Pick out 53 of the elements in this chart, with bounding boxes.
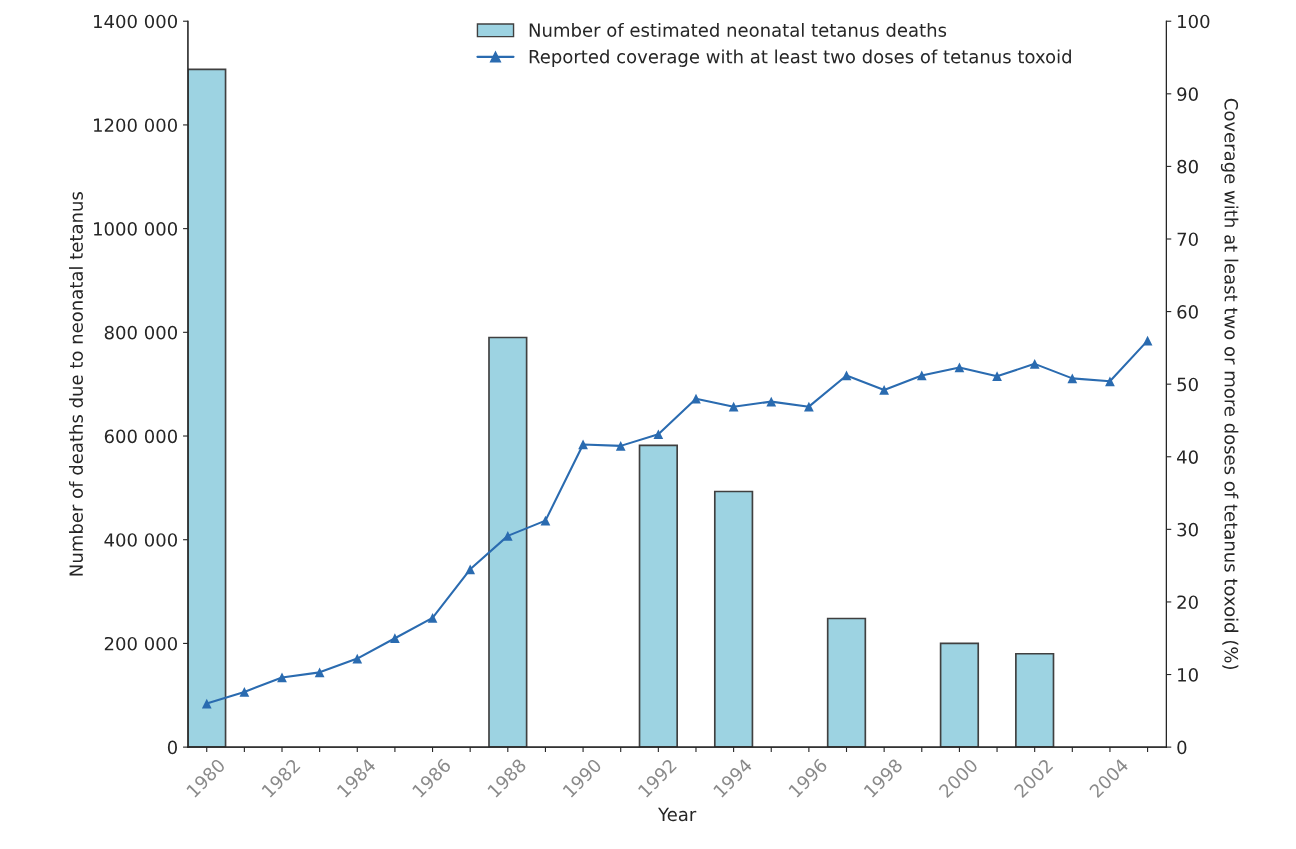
point bbox=[465, 564, 476, 575]
y2-tick-label: 0 bbox=[1177, 740, 1187, 755]
bar bbox=[638, 444, 678, 748]
point bbox=[427, 613, 438, 623]
bar bbox=[713, 490, 754, 748]
bar bbox=[488, 336, 528, 748]
y2-tick-label: 50 bbox=[1177, 377, 1198, 392]
y-tick-label: 1200 000 bbox=[94, 118, 177, 133]
point bbox=[691, 393, 701, 404]
point bbox=[916, 370, 927, 381]
y2-axis-title: Coverage with at least two or more doses of tetanus toxoid (%) bbox=[1220, 98, 1239, 670]
y2-tick-label: 40 bbox=[1177, 450, 1198, 464]
legend-label: Reported coverage with at least two doses of tetanus toxoid bbox=[529, 49, 1071, 67]
point bbox=[352, 653, 363, 664]
point bbox=[766, 396, 777, 407]
point bbox=[728, 401, 739, 412]
y-tick-label: 200 000 bbox=[104, 636, 177, 651]
bar bbox=[826, 617, 867, 748]
point bbox=[879, 385, 890, 395]
bar bbox=[939, 642, 980, 748]
point bbox=[804, 401, 814, 412]
y2-tick-label: 90 bbox=[1177, 87, 1198, 101]
point bbox=[653, 429, 664, 440]
point bbox=[992, 371, 1002, 382]
point bbox=[201, 698, 212, 709]
point bbox=[390, 633, 400, 644]
y-axis-title: Number of deaths due to neonatal tetanus bbox=[69, 192, 83, 576]
y2-tick-label: 30 bbox=[1177, 522, 1198, 537]
point bbox=[615, 441, 626, 451]
y2-tick-label: 20 bbox=[1177, 595, 1198, 610]
y-tick-label: 1000 000 bbox=[94, 222, 177, 236]
point bbox=[540, 515, 551, 526]
point bbox=[954, 362, 965, 373]
y-tick-label: 600 000 bbox=[104, 429, 177, 444]
point bbox=[1067, 373, 1078, 384]
legend-label: Number of estimated neonatal tetanus deaths bbox=[529, 22, 947, 37]
y-tick-label: 800 000 bbox=[104, 325, 177, 340]
point bbox=[1105, 376, 1115, 387]
y2-tick-label: 10 bbox=[1178, 667, 1198, 682]
y-tick-label: 1400 000 bbox=[94, 14, 177, 29]
bar bbox=[1015, 652, 1055, 748]
y2-tick-label: 60 bbox=[1177, 305, 1198, 319]
bar bbox=[187, 68, 227, 748]
x-axis-title: Year bbox=[658, 807, 697, 822]
y2-tick-label: 100 bbox=[1178, 14, 1210, 29]
y2-tick-label: 70 bbox=[1177, 232, 1198, 247]
point bbox=[314, 667, 325, 678]
point bbox=[239, 687, 250, 697]
point bbox=[1029, 358, 1040, 369]
y-tick-label: 0 bbox=[167, 740, 177, 755]
y2-tick-label: 80 bbox=[1177, 159, 1198, 174]
y-tick-label: 400 000 bbox=[104, 533, 177, 547]
point bbox=[578, 439, 588, 450]
